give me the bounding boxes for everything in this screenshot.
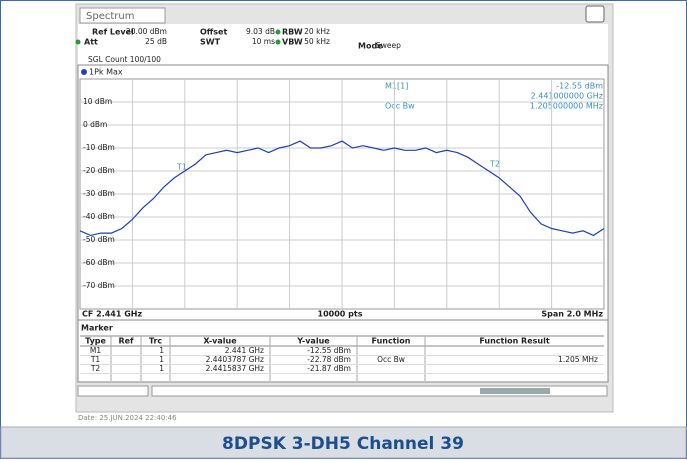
tab: [79, 7, 166, 24]
setting-value: 10 ms: [252, 37, 275, 46]
caption: 8DPSK 3-DH5 Channel 39: [222, 434, 464, 454]
y-tick-label: 0 dBm: [83, 120, 107, 129]
span: Span 2.0 MHz: [541, 310, 603, 319]
caption-bar: [0, 426, 687, 459]
table-cell: 2.441 GHz: [225, 346, 264, 355]
y-tick-label: -30 dBm: [83, 189, 115, 198]
y-tick-label: -60 dBm: [83, 258, 115, 267]
center-frequency: CF 2.441 GHz: [82, 310, 142, 319]
table-cell: -22.78 dBm: [307, 355, 351, 364]
y-tick-label: -10 dBm: [83, 143, 115, 152]
setting-label: Offset: [200, 28, 227, 37]
table-cell: 2.4403787 GHz: [206, 355, 264, 364]
column-header: Y-value: [296, 337, 330, 346]
coupled-indicator: [275, 29, 281, 35]
table-title: Marker: [81, 324, 113, 333]
coupled-indicator: [75, 39, 81, 45]
tab-label: Spectrum: [86, 11, 134, 22]
plot-panel: [77, 64, 609, 321]
setting-label: Mode: [358, 42, 383, 51]
readout-function: Occ Bw: [385, 102, 415, 111]
column-header: Function Result: [479, 337, 550, 346]
setting-label: RBW: [282, 28, 303, 37]
progress-bar: [480, 388, 550, 394]
legend-entry: 1Pk Max: [89, 68, 123, 77]
table-cell: T1: [90, 355, 101, 364]
column-header: Trc: [149, 337, 163, 346]
setting-value: 25 dB: [145, 37, 167, 46]
setting-value: 50 kHz: [304, 37, 330, 46]
column-header: Ref: [118, 337, 134, 346]
y-tick-label: -40 dBm: [83, 212, 115, 221]
readout-level: -12.55 dBm: [556, 82, 603, 91]
setting-label: VBW: [282, 38, 303, 47]
setting-value: 20 kHz: [304, 27, 330, 36]
table-cell: -21.87 dBm: [307, 364, 351, 373]
y-tick-label: 10 dBm: [83, 97, 112, 106]
table-cell: -12.55 dBm: [307, 346, 351, 355]
sweep-count: SGL Count 100/100: [88, 55, 161, 64]
setting-label: Att: [84, 38, 98, 47]
trace: [79, 140, 605, 237]
table-panel: [77, 319, 609, 383]
y-tick-label: -70 dBm: [83, 281, 115, 290]
setting-label: SWT: [200, 38, 221, 47]
table-cell: 2.4415837 GHz: [206, 364, 264, 373]
points: 10000 pts: [318, 310, 363, 319]
setting-label: Ref Level: [92, 28, 134, 37]
column-header: Function: [372, 337, 411, 346]
setting-value: 20.00 dBm: [126, 27, 167, 36]
table-cell: 1: [159, 346, 164, 355]
table-cell: 1.205 MHz: [558, 355, 598, 364]
table-cell: T2: [90, 364, 101, 373]
trace-legend-dot: [81, 69, 87, 75]
setting-value: 9.03 dB: [246, 27, 275, 36]
settings-panel: [78, 24, 608, 65]
y-tick-label: -50 dBm: [83, 235, 115, 244]
trace-marker: T1: [176, 163, 187, 172]
table-cell: 1: [159, 364, 164, 373]
column-header: Type: [85, 337, 106, 346]
y-tick-label: -20 dBm: [83, 166, 115, 175]
status-box: [151, 385, 608, 397]
table-cell: M1: [90, 346, 101, 355]
readout-function-value: 1.205000000 MHz: [530, 102, 603, 111]
table-cell: Occ Bw: [377, 355, 405, 364]
setting-value: Sweep: [376, 41, 401, 50]
column-header: X-value: [203, 337, 237, 346]
coupled-indicator: [275, 39, 281, 45]
trace-marker: T2: [489, 160, 500, 169]
menu-icon[interactable]: [585, 5, 605, 23]
readout-frequency: 2.441000000 GHz: [531, 92, 603, 101]
date: Date: 25.JUN.2024 22:40:46: [78, 414, 177, 422]
status-box: [77, 385, 149, 397]
readout-label: M1[1]: [385, 82, 408, 91]
table-cell: 1: [159, 355, 164, 364]
